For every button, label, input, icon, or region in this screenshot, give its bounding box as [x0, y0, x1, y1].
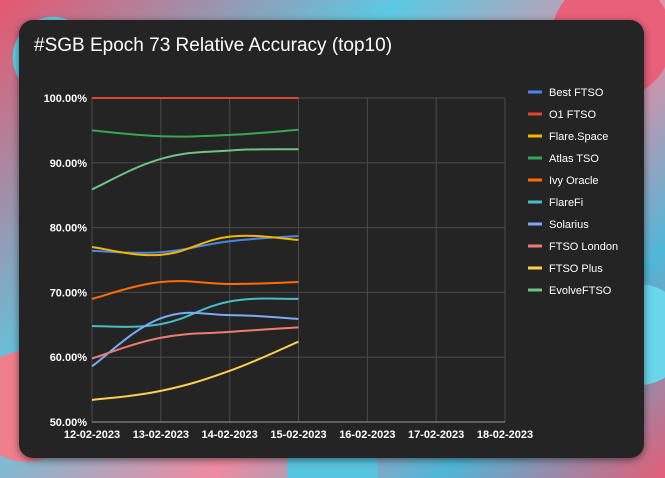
x-tick-label: 13-02-2023: [133, 429, 189, 441]
legend-label-flarefi: FlareFi: [549, 197, 583, 209]
legend-label-o1-ftso: O1 FTSO: [549, 109, 597, 121]
series-line-evolveftso: [91, 148, 299, 191]
x-tick-label: 18-02-2023: [477, 429, 533, 441]
line-chart: 50.00% 60.00% 70.00% 80.00% 90.00% 100.00% 12-…: [44, 87, 619, 441]
chart-title: #SGB Epoch 73 Relative Accuracy (top10): [34, 35, 393, 56]
y-tick-label: 50.00%: [50, 417, 88, 429]
x-tick-label: 17-02-2023: [408, 429, 464, 441]
legend-label-atlas-tso: Atlas TSO: [549, 153, 599, 165]
chart-card: #SGB Epoch 73 Relative Accuracy (top10) …: [19, 20, 644, 458]
series-line-solarius: [91, 311, 299, 368]
y-tick-label: 60.00%: [50, 352, 88, 364]
legend-label-ftso-plus: FTSO Plus: [549, 263, 603, 275]
series-line-best-ftso: [91, 235, 299, 254]
y-tick-label: 100.00%: [44, 93, 88, 105]
legend-label-flare-space: Flare.Space: [549, 131, 608, 143]
x-tick-label: 16-02-2023: [339, 429, 395, 441]
series-line-ftso-london: [91, 326, 299, 360]
x-tick-label: 14-02-2023: [202, 429, 258, 441]
legend-label-ftso-london: FTSO London: [549, 241, 618, 253]
series-line-ivy-oracle: [91, 280, 299, 300]
y-tick-label: 70.00%: [50, 287, 88, 299]
series-line-ftso-plus: [91, 340, 299, 401]
legend-label-solarius: Solarius: [549, 219, 589, 231]
x-tick-label: 15-02-2023: [270, 429, 326, 441]
series-line-flare-space: [91, 234, 299, 257]
series-line-atlas-tso: [91, 128, 299, 138]
y-tick-label: 80.00%: [50, 223, 88, 235]
legend-label-ivy-oracle: Ivy Oracle: [549, 175, 599, 187]
x-tick-label: 12-02-2023: [64, 429, 120, 441]
legend-label-evolveftso: EvolveFTSO: [549, 285, 612, 297]
y-tick-label: 90.00%: [50, 158, 88, 170]
legend-label-best-ftso: Best FTSO: [549, 87, 604, 99]
